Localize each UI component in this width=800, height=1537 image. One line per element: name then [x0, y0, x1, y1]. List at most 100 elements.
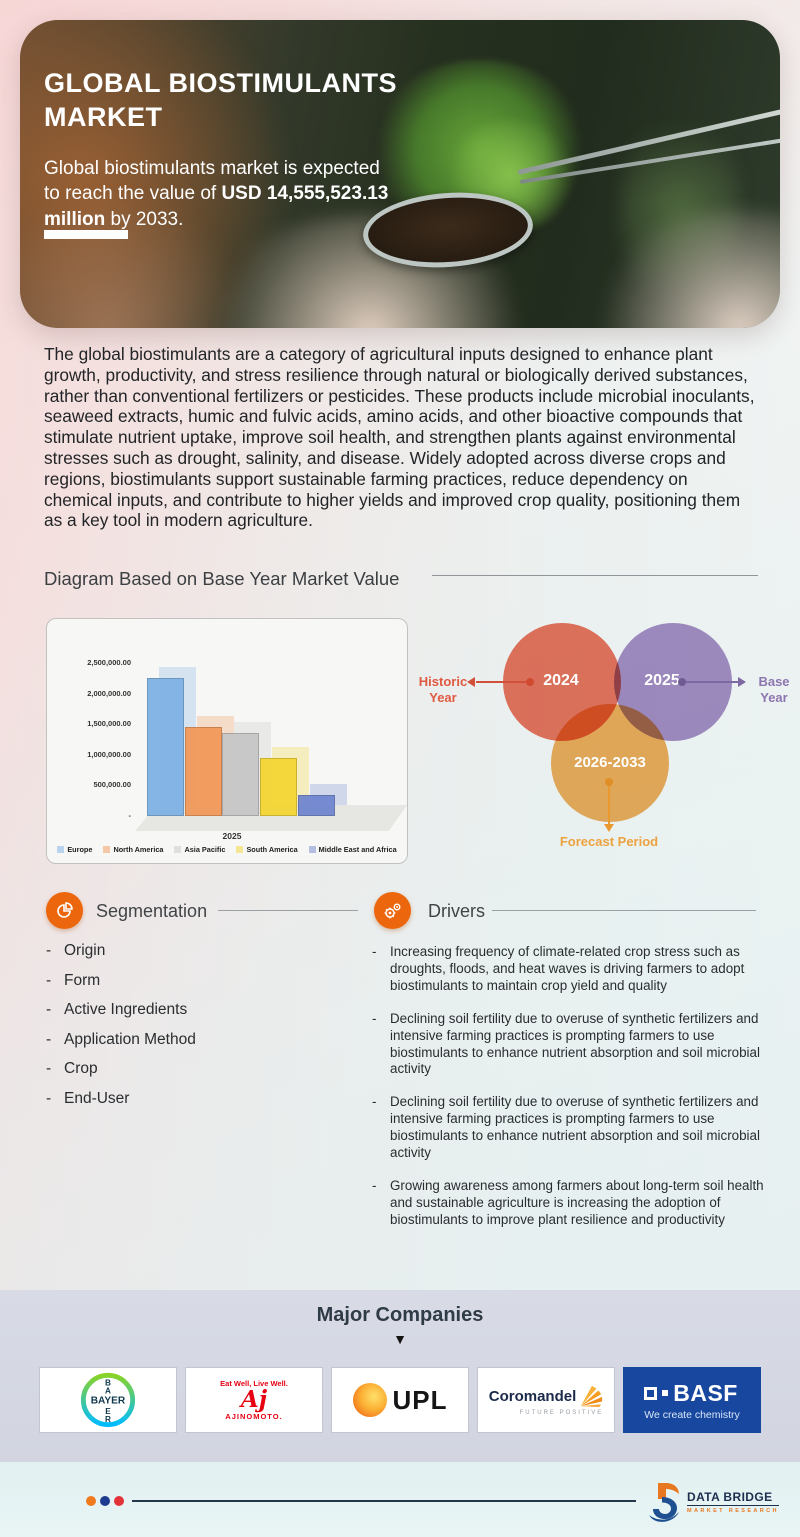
y-axis-tick: 2,500,000.00 — [87, 658, 131, 667]
dash-bullet: - — [46, 1089, 52, 1107]
data-bridge-logo: DATA BRIDGE MARKET RESEARCH — [648, 1482, 779, 1522]
bar-north-america — [185, 727, 222, 816]
bayer-cross-letter: B — [105, 1379, 111, 1388]
dash-bullet: - — [46, 942, 52, 959]
segmentation-item: - Form — [46, 972, 346, 990]
legend-swatch — [308, 846, 316, 853]
dash-bullet: - — [46, 1060, 52, 1077]
venn-year-historic: 2024 — [543, 672, 579, 689]
dash-bullet: - — [372, 1094, 377, 1110]
basf-logo: BASF We create chemistry — [644, 1380, 740, 1421]
legend-item: Europe — [57, 845, 92, 854]
major-companies-title: Major Companies — [316, 1304, 484, 1326]
legend-label: Europe — [67, 845, 93, 854]
y-axis-tick: - — [128, 811, 132, 820]
dash-bullet: - — [46, 971, 52, 989]
legend-swatch — [57, 846, 65, 853]
segmentation-rule — [218, 910, 358, 911]
gears-icon — [384, 903, 400, 918]
basf-square-icon — [644, 1386, 658, 1400]
segmentation-list: - Origin - Form - Active Ingredients - Applicat… — [46, 942, 346, 1119]
footer-dot-red — [114, 1496, 124, 1506]
segmentation-item-text: End-User — [64, 1089, 130, 1107]
y-axis-tick: 1,500,000.00 — [87, 719, 131, 729]
y-axis-tick: 1,000,000.00 — [87, 749, 131, 759]
segmentation-item: - Application Method — [46, 1031, 346, 1049]
drivers-title: Drivers — [428, 901, 485, 921]
footer: DATA BRIDGE MARKET RESEARCH — [0, 1462, 800, 1537]
bar-asia-pacific — [222, 733, 259, 816]
driver-item: - Declining soil fertility due to overuse… — [372, 1094, 764, 1162]
arrow-right-icon — [738, 677, 746, 687]
bayer-logo-card: BAYER B A E R — [39, 1367, 177, 1433]
legend-swatch — [174, 846, 182, 853]
segmentation-item-text: Crop — [64, 1060, 98, 1077]
venn-label-base: Base Year — [758, 674, 790, 706]
footer-dot-blue — [100, 1496, 110, 1506]
driver-item-text: Increasing frequency of climate-related … — [390, 944, 745, 993]
bar-chart-card: 2,500,000.00 2,000,000.00 1,500,000.00 1,00… — [46, 618, 408, 864]
upl-logo-card: UPL — [331, 1367, 469, 1433]
dash-bullet: - — [46, 1001, 52, 1018]
segmentation-icon-circle — [46, 892, 83, 929]
venn-arrow-line-historic — [476, 681, 528, 683]
ajinomoto-tagline: Eat Well, Live Well. — [220, 1378, 288, 1388]
ajinomoto-logo: Eat Well, Live Well. Aj AJINOMOTO. — [220, 1379, 288, 1421]
venn-label-historic: Historic Year — [418, 674, 468, 706]
segmentation-item-text: Active Ingredients — [64, 1001, 188, 1018]
upl-globe-icon — [352, 1383, 387, 1417]
coromandel-wordmark: Coromandel — [488, 1387, 577, 1405]
venn-dot-base — [678, 678, 686, 686]
coromandel-fan-icon — [581, 1385, 603, 1408]
legend-swatch — [236, 846, 244, 853]
dash-bullet: - — [372, 944, 377, 959]
page-title: GLOBAL BIOSTIMULANTS MARKET — [44, 68, 397, 133]
bayer-cross-letter: A — [105, 1387, 111, 1396]
segmentation-item: - Origin — [46, 942, 346, 960]
intro-paragraph: The global biostimulants are a category … — [44, 344, 755, 531]
ajinomoto-monogram: Aj — [240, 1385, 268, 1413]
segmentation-item: - End-User — [46, 1090, 346, 1108]
y-axis-tick: 2,000,000.00 — [87, 688, 131, 698]
legend-label: Middle East and Africa — [318, 845, 397, 854]
drivers-rule — [492, 910, 756, 911]
upl-wordmark: UPL — [392, 1384, 448, 1415]
venn-dot-forecast — [605, 778, 613, 786]
driver-item: - Growing awareness among farmers about l… — [372, 1178, 764, 1229]
venn-year-forecast: 2026-2033 — [574, 754, 646, 771]
segmentation-item: - Crop — [46, 1060, 346, 1078]
hero-photo-hand — [580, 210, 780, 328]
data-bridge-mark-icon — [649, 1483, 679, 1522]
ajinomoto-logo-card: Eat Well, Live Well. Aj AJINOMOTO. — [185, 1367, 323, 1433]
data-bridge-brand-sub: MARKET RESEARCH — [687, 1508, 779, 1514]
coromandel-logo-card: Coromandel FUTURE POSITIVE — [477, 1367, 615, 1433]
driver-item-text: Growing awareness among farmers about lo… — [390, 1177, 764, 1227]
venn-dot-historic — [526, 678, 534, 686]
bar-europe — [147, 678, 184, 816]
footer-rule — [132, 1500, 636, 1502]
venn-circle-forecast — [551, 704, 669, 822]
segmentation-item-text: Origin — [64, 942, 106, 959]
legend-item: South America — [236, 845, 298, 854]
arrow-down-icon — [604, 824, 614, 832]
driver-item-text: Declining soil fertility due to overuse … — [390, 1094, 760, 1161]
drivers-list: - Increasing frequency of climate-related… — [372, 944, 764, 1245]
coromandel-tagline: FUTURE POSITIVE — [519, 1410, 604, 1416]
upl-logo: UPL — [352, 1383, 448, 1417]
y-axis-tick: 500,000.00 — [93, 780, 131, 790]
hero-text-block: GLOBAL BIOSTIMULANTS MARKET Global biost… — [44, 66, 474, 232]
hero-subtitle: Global biostimulants market is expected … — [44, 156, 396, 232]
basf-dot-icon — [662, 1390, 669, 1396]
data-bridge-text: DATA BRIDGE MARKET RESEARCH — [687, 1490, 779, 1514]
bayer-wordmark: BAYER — [91, 1395, 126, 1406]
hero-accent-bar — [44, 230, 128, 239]
diagram-heading: Diagram Based on Base Year Market Value — [44, 568, 400, 589]
footer-dot-orange — [86, 1496, 96, 1506]
pie-chart-icon — [56, 901, 73, 918]
segmentation-title: Segmentation — [96, 901, 208, 921]
bar-middle-east-and-africa — [298, 795, 335, 816]
legend-label: Asia Pacific — [184, 845, 226, 854]
caret-down-icon: ▼ — [393, 1331, 407, 1347]
drivers-icon-circle — [374, 892, 411, 929]
